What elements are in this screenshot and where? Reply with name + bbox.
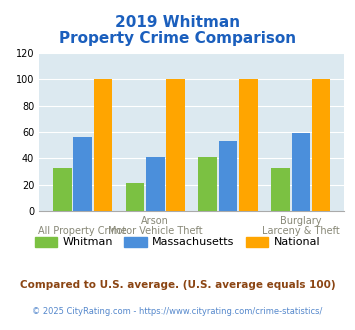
Text: All Property Crime: All Property Crime bbox=[38, 226, 127, 236]
Text: 2019 Whitman: 2019 Whitman bbox=[115, 15, 240, 30]
Text: Motor Vehicle Theft: Motor Vehicle Theft bbox=[108, 226, 203, 236]
Bar bbox=[271, 168, 290, 211]
Bar bbox=[198, 157, 217, 211]
Bar bbox=[219, 141, 237, 211]
Text: Arson: Arson bbox=[141, 216, 169, 226]
Bar bbox=[166, 79, 185, 211]
Bar bbox=[146, 157, 165, 211]
Bar bbox=[312, 79, 331, 211]
Bar bbox=[126, 183, 144, 211]
Bar bbox=[239, 79, 258, 211]
Bar bbox=[94, 79, 112, 211]
Text: Burglary: Burglary bbox=[280, 216, 322, 226]
Text: Compared to U.S. average. (U.S. average equals 100): Compared to U.S. average. (U.S. average … bbox=[20, 280, 335, 290]
Bar bbox=[73, 137, 92, 211]
Legend: Whitman, Massachusetts, National: Whitman, Massachusetts, National bbox=[31, 232, 324, 252]
Bar bbox=[53, 168, 72, 211]
Text: Property Crime Comparison: Property Crime Comparison bbox=[59, 31, 296, 46]
Text: Larceny & Theft: Larceny & Theft bbox=[262, 226, 340, 236]
Bar bbox=[291, 133, 310, 211]
Text: © 2025 CityRating.com - https://www.cityrating.com/crime-statistics/: © 2025 CityRating.com - https://www.city… bbox=[32, 307, 323, 316]
